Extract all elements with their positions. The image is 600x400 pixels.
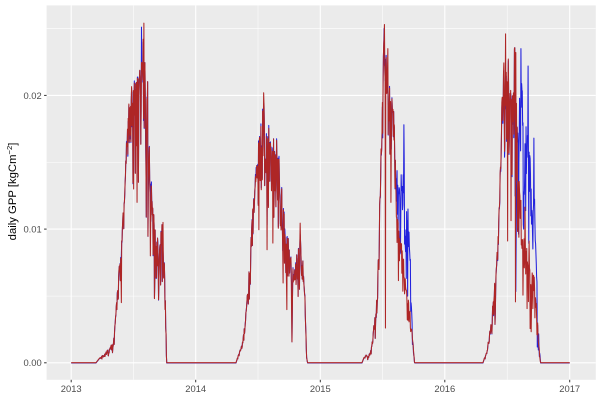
svg-text:0.00: 0.00 (23, 357, 41, 368)
svg-text:0.02: 0.02 (23, 90, 41, 101)
svg-text:2017: 2017 (559, 383, 580, 394)
svg-text:2014: 2014 (185, 383, 206, 394)
svg-text:2016: 2016 (434, 383, 455, 394)
svg-text:daily GPP [kgCm−2]: daily GPP [kgCm−2] (5, 143, 19, 241)
svg-text:2013: 2013 (61, 383, 82, 394)
svg-text:0.01: 0.01 (23, 224, 41, 235)
svg-text:2015: 2015 (310, 383, 331, 394)
